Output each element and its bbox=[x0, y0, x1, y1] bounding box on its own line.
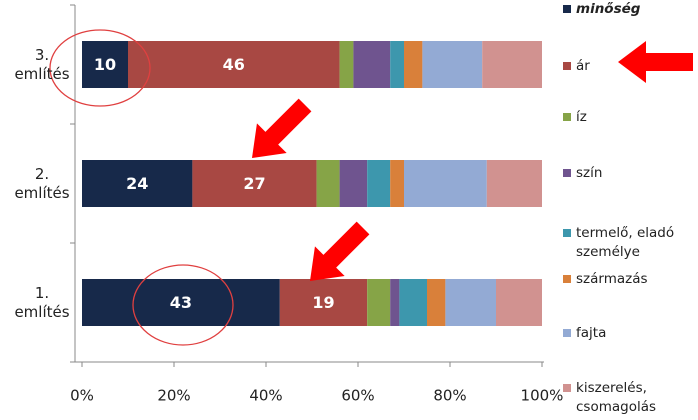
bar-segment bbox=[353, 41, 391, 88]
y-tick-label: 3. említés bbox=[14, 45, 70, 83]
arrow bbox=[618, 41, 693, 83]
bar-segment bbox=[486, 160, 542, 207]
plot: 0% 20% 40% 60% 80% 100% 43 19 24 27 10 46 bbox=[70, 4, 571, 405]
highlight-circle bbox=[49, 29, 151, 107]
bar-segment bbox=[367, 279, 391, 326]
bar-segment bbox=[82, 160, 193, 207]
legend-swatch bbox=[563, 275, 571, 283]
legend-swatch bbox=[563, 384, 571, 392]
bar-segment bbox=[82, 279, 280, 326]
legend-swatch bbox=[563, 329, 571, 337]
x-tick-label: 0% bbox=[70, 387, 94, 405]
highlight-circle bbox=[132, 264, 234, 346]
bar-segment bbox=[316, 160, 340, 207]
x-tick-label: 20% bbox=[157, 387, 190, 405]
x-tick-label: 60% bbox=[341, 387, 374, 405]
legend-swatch bbox=[563, 229, 571, 237]
bar-segment bbox=[445, 279, 496, 326]
annotations bbox=[49, 29, 693, 346]
bar-segment bbox=[496, 279, 542, 326]
bar-segment bbox=[367, 160, 391, 207]
bar-segment bbox=[390, 41, 404, 88]
legend-label: termelő, eladó személye bbox=[576, 225, 675, 260]
y-tick-label: 1. említés bbox=[14, 283, 70, 321]
legend-label: szín bbox=[576, 165, 603, 181]
bar-segment bbox=[404, 160, 487, 207]
bar-segment bbox=[399, 279, 427, 326]
legend-label: fajta bbox=[576, 325, 607, 341]
legend-label: ár bbox=[576, 58, 590, 74]
legend-label: származás bbox=[576, 271, 648, 287]
bar-segment bbox=[390, 279, 400, 326]
bar-segment bbox=[390, 160, 404, 207]
y-tick-label: 2. említés bbox=[14, 164, 70, 202]
legend-label: minőség bbox=[576, 1, 641, 17]
legend-swatch bbox=[563, 5, 571, 13]
legend-label: íz bbox=[576, 109, 587, 125]
bar-segment bbox=[422, 41, 483, 88]
bar-segment bbox=[279, 279, 368, 326]
legend-swatch bbox=[563, 62, 571, 70]
data-label: 46 bbox=[223, 55, 245, 74]
x-tick-label: 40% bbox=[249, 387, 282, 405]
bar-segment bbox=[82, 41, 128, 88]
data-label: 24 bbox=[126, 174, 148, 193]
legend-swatch bbox=[563, 169, 571, 177]
data-label: 43 bbox=[170, 293, 192, 312]
bar-segment bbox=[482, 41, 542, 88]
x-tick-label: 80% bbox=[433, 387, 466, 405]
bar-segment bbox=[404, 41, 423, 88]
x-tick-label: 100% bbox=[521, 387, 564, 405]
data-label: 27 bbox=[243, 174, 265, 193]
data-label: 19 bbox=[312, 293, 334, 312]
bar-segment bbox=[339, 160, 368, 207]
arrow bbox=[310, 221, 370, 281]
arrow bbox=[252, 98, 312, 158]
legend-swatch bbox=[563, 113, 571, 121]
bar-segment bbox=[128, 41, 340, 88]
bar-segment bbox=[192, 160, 317, 207]
bar-segment bbox=[339, 41, 354, 88]
legend-label: kiszerelés, csomagolás bbox=[576, 380, 657, 415]
data-label: 10 bbox=[94, 55, 116, 74]
bar-segment bbox=[427, 279, 446, 326]
